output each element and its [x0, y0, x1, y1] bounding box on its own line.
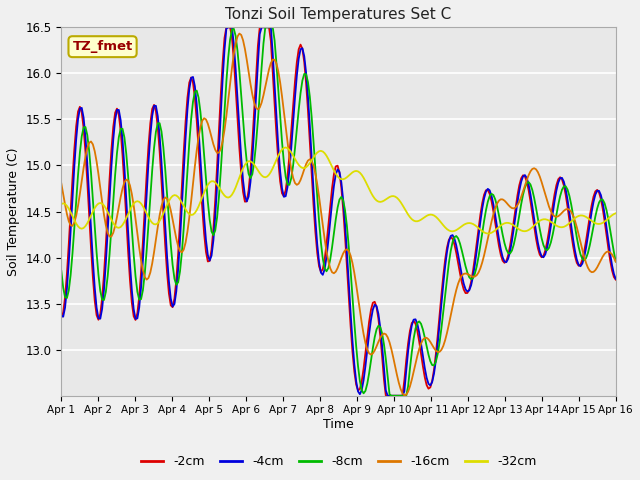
Y-axis label: Soil Temperature (C): Soil Temperature (C)	[7, 147, 20, 276]
X-axis label: Time: Time	[323, 418, 354, 431]
Text: TZ_fmet: TZ_fmet	[72, 40, 132, 53]
Legend: -2cm, -4cm, -8cm, -16cm, -32cm: -2cm, -4cm, -8cm, -16cm, -32cm	[136, 450, 541, 473]
Title: Tonzi Soil Temperatures Set C: Tonzi Soil Temperatures Set C	[225, 7, 452, 22]
